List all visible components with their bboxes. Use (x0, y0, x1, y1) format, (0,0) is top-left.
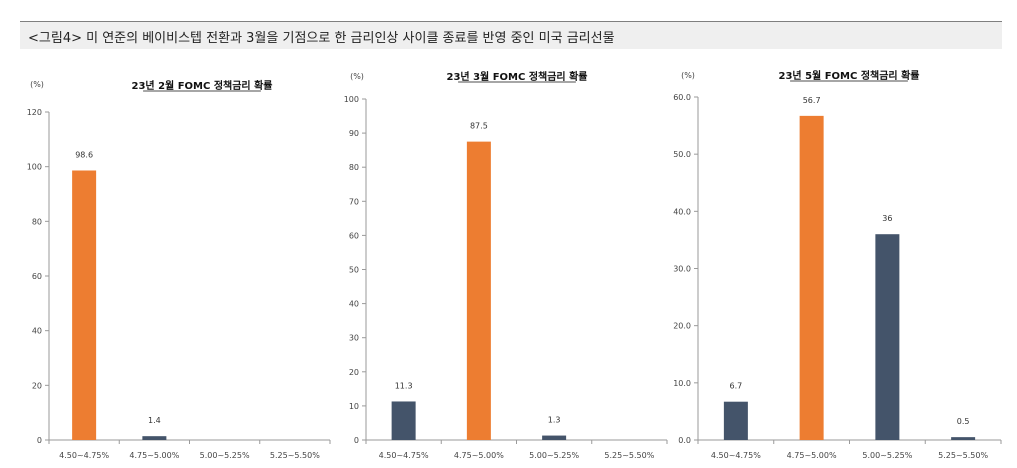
bar-mar-3 (542, 435, 567, 440)
y-tick-label: 80 (32, 217, 42, 226)
y-unit-label: (%) (30, 80, 44, 89)
y-tick-label: 0 (354, 436, 359, 445)
bar-may-1 (723, 401, 748, 440)
x-tick-label: 5.25~5.50% (604, 451, 654, 460)
data-label: 1.4 (148, 416, 161, 425)
bar-feb-2 (142, 436, 167, 440)
data-label: 87.5 (470, 122, 488, 131)
y-tick-label: 60 (32, 272, 42, 281)
data-label: 98.6 (75, 150, 93, 159)
x-tick-label: 5.00~5.25% (862, 451, 912, 460)
chart-title-feb: 23년 2월 FOMC 정책금리 확률 (131, 79, 272, 92)
x-tick-label: 4.50~4.75% (711, 451, 761, 460)
bar-mar-2 (466, 141, 491, 440)
chart-mar-fomc: 23년 3월 FOMC 정책금리 확률 (%) 0 10 20 30 40 50 60 70 80 9… (344, 70, 668, 460)
y-tick-label: 40.0 (673, 207, 691, 216)
data-label: 0.5 (957, 417, 970, 426)
y-tick-label: 70 (349, 197, 359, 206)
y-tick-label: 0 (37, 436, 42, 445)
x-tick-label: 5.00~5.25% (200, 451, 250, 460)
data-label: 6.7 (730, 382, 743, 391)
y-tick-label: 100 (344, 95, 359, 104)
y-tick-label: 10 (349, 402, 359, 411)
y-tick-label: 100 (27, 163, 42, 172)
y-tick-label: 90 (349, 129, 359, 138)
bar-feb-1 (72, 170, 97, 440)
data-label: 36 (882, 214, 892, 223)
x-tick-label: 4.75~5.00% (787, 451, 837, 460)
y-tick-label: 0.0 (678, 436, 691, 445)
y-tick-label: 20 (32, 381, 42, 390)
data-label: 56.7 (803, 96, 821, 105)
bar-mar-1 (391, 401, 416, 440)
chart-title-may: 23년 5월 FOMC 정책금리 확률 (778, 69, 919, 82)
figure-header: <그림4> 미 연준의 베이비스텝 전환과 3월을 기점으로 한 금리인상 사이… (0, 0, 1017, 50)
data-label: 1.3 (548, 416, 561, 425)
y-tick-label: 50 (349, 266, 359, 275)
x-tick-label: 4.75~5.00% (454, 451, 504, 460)
y-tick-label: 30.0 (673, 265, 691, 274)
header-top-rule (20, 21, 1002, 22)
chart-title-mar: 23년 3월 FOMC 정책금리 확률 (446, 70, 587, 83)
y-unit-label: (%) (350, 72, 364, 81)
y-tick-label: 20.0 (673, 322, 691, 331)
y-tick-label: 40 (349, 300, 359, 309)
data-label: 11.3 (395, 381, 413, 390)
x-tick-label: 4.50~4.75% (379, 451, 429, 460)
y-tick-label: 40 (32, 327, 42, 336)
bar-may-2 (799, 115, 824, 441)
x-tick-label: 5.00~5.25% (529, 451, 579, 460)
y-tick-label: 120 (27, 108, 42, 117)
y-tick-label: 30 (349, 334, 359, 343)
chart-feb-fomc: 23년 2월 FOMC 정책금리 확률 (%) 0 20 40 60 80 100 120 98.… (27, 79, 331, 460)
y-tick-label: 60 (349, 231, 359, 240)
y-tick-label: 80 (349, 163, 359, 172)
header-band (20, 22, 1002, 49)
y-tick-label: 20 (349, 368, 359, 377)
y-tick-label: 50.0 (673, 150, 691, 159)
x-tick-label: 4.50~4.75% (59, 451, 109, 460)
bar-may-4 (951, 437, 976, 440)
bar-may-3 (875, 234, 900, 440)
y-tick-label: 10.0 (673, 379, 691, 388)
y-unit-label: (%) (681, 71, 695, 80)
figure-caption: <그림4> 미 연준의 베이비스텝 전환과 3월을 기점으로 한 금리인상 사이… (28, 31, 615, 46)
y-tick-label: 60.0 (673, 93, 691, 102)
x-tick-label: 5.25~5.50% (270, 451, 320, 460)
x-tick-label: 5.25~5.50% (938, 451, 988, 460)
x-tick-label: 4.75~5.00% (129, 451, 179, 460)
